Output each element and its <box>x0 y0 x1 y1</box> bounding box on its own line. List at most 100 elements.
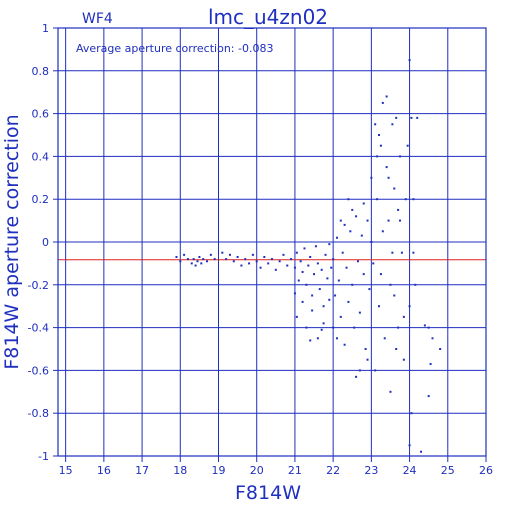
data-point <box>358 311 361 314</box>
data-point <box>206 260 209 263</box>
data-point <box>408 444 411 447</box>
data-point <box>414 283 417 286</box>
data-point <box>395 116 398 119</box>
data-point <box>351 208 354 211</box>
data-point <box>410 116 413 119</box>
y-tick-label: 0 <box>42 236 49 249</box>
data-point <box>198 255 201 258</box>
data-point <box>259 266 262 269</box>
data-point <box>311 309 314 312</box>
data-point <box>335 236 338 239</box>
data-point <box>271 258 273 261</box>
data-point <box>330 266 333 269</box>
data-point <box>320 268 323 271</box>
data-point <box>376 155 379 158</box>
data-point <box>376 198 379 201</box>
data-point <box>423 324 426 327</box>
y-tick-label: 1 <box>42 22 49 35</box>
data-point <box>429 362 432 365</box>
data-point <box>209 253 212 256</box>
data-point <box>213 258 216 261</box>
average-annotation: Average aperture correction: -0.083 <box>76 42 273 55</box>
data-point <box>360 234 363 237</box>
y-tick-label: -0.4 <box>28 322 49 335</box>
data-point <box>399 155 402 158</box>
data-point <box>412 198 415 201</box>
data-point <box>328 243 331 246</box>
data-point <box>408 59 411 62</box>
x-tick-label: 20 <box>250 464 264 477</box>
data-point <box>381 230 384 233</box>
data-point <box>393 294 396 297</box>
data-point <box>186 258 189 261</box>
data-point <box>341 251 344 254</box>
data-point <box>370 176 373 179</box>
data-point <box>251 253 254 256</box>
data-point <box>389 283 392 286</box>
x-tick-label: 21 <box>288 464 302 477</box>
data-point <box>343 223 346 226</box>
data-point <box>320 328 323 331</box>
panel-label: WF4 <box>82 11 113 27</box>
data-point <box>255 260 258 263</box>
data-point <box>391 123 394 126</box>
data-point <box>194 264 197 267</box>
data-point <box>358 369 361 372</box>
data-point <box>200 262 203 265</box>
data-point <box>399 219 402 222</box>
data-point <box>339 219 342 222</box>
data-point <box>313 273 316 276</box>
data-point <box>299 260 302 263</box>
data-point <box>385 166 388 169</box>
data-point <box>408 305 411 308</box>
data-point <box>400 251 403 254</box>
data-point <box>322 305 325 308</box>
x-tick-label: 15 <box>59 464 73 477</box>
data-point <box>240 264 243 267</box>
x-tick-labels: 15 16 17 18 19 20 21 22 23 24 25 26 <box>59 464 493 477</box>
data-point <box>221 251 224 254</box>
data-points <box>175 59 442 453</box>
data-point <box>368 288 371 291</box>
data-point <box>393 187 396 190</box>
data-point <box>378 134 380 136</box>
data-point <box>314 245 317 248</box>
data-point <box>406 144 409 147</box>
data-point <box>355 375 358 378</box>
data-point <box>318 288 321 291</box>
chart-title: lmc_u4zn02 <box>208 5 328 29</box>
data-point <box>274 268 277 271</box>
y-tick-label: 0.6 <box>32 108 50 121</box>
data-point <box>305 283 308 286</box>
data-point <box>179 260 182 263</box>
data-point <box>374 369 377 372</box>
data-point <box>356 260 359 263</box>
data-point <box>290 258 293 261</box>
data-point <box>303 247 306 250</box>
data-point <box>335 337 338 340</box>
data-point <box>236 255 239 258</box>
x-tick-label: 26 <box>479 464 493 477</box>
data-point <box>395 348 398 350</box>
data-point <box>190 262 193 265</box>
data-point <box>389 390 392 393</box>
data-point <box>311 294 314 297</box>
data-point <box>282 253 285 256</box>
y-tick-label: -0.6 <box>28 364 49 377</box>
data-point <box>364 348 367 350</box>
data-point <box>297 279 300 282</box>
data-point <box>427 326 430 329</box>
x-tick-label: 19 <box>212 464 226 477</box>
data-point <box>366 358 369 361</box>
data-point <box>347 300 350 303</box>
data-point <box>332 326 335 329</box>
x-tick-label: 17 <box>135 464 149 477</box>
data-point <box>431 337 434 340</box>
data-point <box>385 95 388 98</box>
data-point <box>397 326 400 329</box>
data-point <box>378 305 380 308</box>
data-point <box>267 262 270 265</box>
data-point <box>293 266 296 269</box>
data-point <box>416 116 419 119</box>
data-point <box>387 219 390 222</box>
